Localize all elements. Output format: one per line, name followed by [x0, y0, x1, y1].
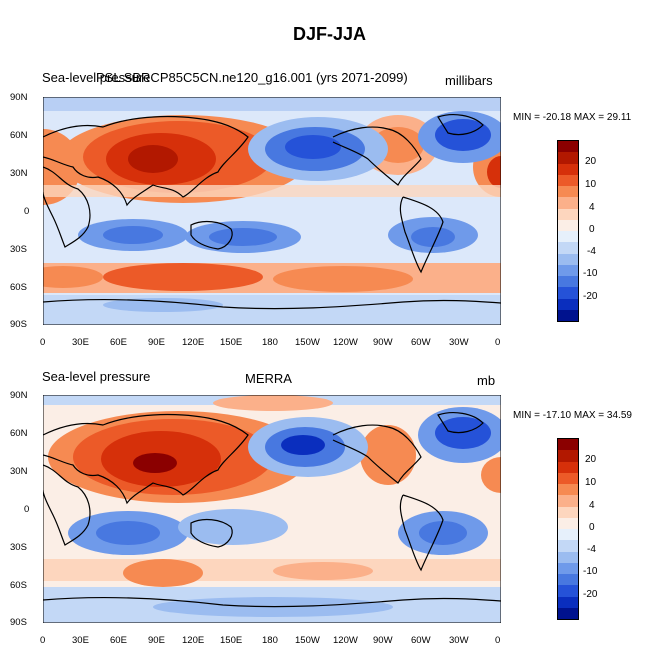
panel2-lon-tick: 90W: [373, 635, 393, 646]
panel2-colorbar-label: -20: [583, 589, 598, 600]
panel1-lon-tick: 180: [262, 337, 278, 348]
panel2-lon-tick: 150W: [295, 635, 320, 646]
colorbar-swatch: [558, 574, 578, 586]
panel1-lon-tick: 60E: [110, 337, 127, 348]
panel1-lon-tick: 0: [495, 337, 501, 348]
panel1-colorbar-label: -20: [583, 291, 598, 302]
panel1-lat-tick: 90S: [10, 319, 27, 330]
colorbar-swatch: [558, 152, 578, 164]
panel2-lat-tick: 0: [24, 504, 30, 515]
panel2-colorbar-label: -10: [583, 566, 598, 577]
panel1-lat-tick: 30S: [10, 244, 27, 255]
colorbar-swatch: [558, 287, 578, 299]
colorbar-swatch: [558, 197, 578, 209]
colorbar-swatch: [558, 163, 578, 175]
panel1-lon-tick: 120W: [333, 337, 358, 348]
panel1-lon-tick: 90E: [148, 337, 165, 348]
colorbar-swatch: [558, 298, 578, 310]
panel1-lon-tick: 60W: [411, 337, 431, 348]
panel2-lon-tick: 180: [262, 635, 278, 646]
panel2-lon-tick: 30W: [449, 635, 469, 646]
panel2-colorbar-label: 0: [589, 522, 595, 533]
colorbar-swatch: [558, 439, 578, 451]
panel2-lat-tick: 60S: [10, 580, 27, 591]
panel1-colorbar-label: 0: [589, 224, 595, 235]
panel1-lon-tick: 90W: [373, 337, 393, 348]
panel2-lon-tick: 120W: [333, 635, 358, 646]
colorbar-swatch: [558, 506, 578, 518]
panel2-colorbar-label: 20: [585, 454, 597, 465]
panel2-minmax: MIN = -17.10 MAX = 34.59: [513, 410, 632, 421]
panel2-units: mb: [477, 373, 496, 388]
colorbar-swatch: [558, 174, 578, 186]
colorbar-swatch: [558, 253, 578, 265]
panel1-colorbar-label: 4: [589, 202, 595, 213]
colorbar-swatch: [558, 596, 578, 608]
panel2-lon-tick: 60W: [411, 635, 431, 646]
panel1-lat-tick: 90N: [10, 92, 28, 103]
panel2-colorbar-label: 4: [589, 500, 595, 511]
panel1-colorbar-label: -4: [587, 246, 596, 257]
colorbar-swatch: [558, 461, 578, 473]
colorbar-swatch: [558, 529, 578, 541]
panel1-minmax: MIN = -20.18 MAX = 29.11: [513, 112, 632, 123]
panel1-lat-tick: 0: [24, 206, 30, 217]
panel2-lon-tick: 30E: [72, 635, 89, 646]
panel1-lon-tick: 0: [40, 337, 46, 348]
panel2-map: [43, 395, 501, 623]
panel1-lat-tick: 30N: [10, 168, 28, 179]
panel1-lon-tick: 30E: [72, 337, 89, 348]
colorbar-swatch: [558, 264, 578, 276]
panel2-lat-tick: 90N: [10, 390, 28, 401]
colorbar-swatch: [558, 309, 578, 321]
colorbar-swatch: [558, 551, 578, 563]
colorbar-swatch: [558, 472, 578, 484]
colorbar-swatch: [558, 585, 578, 597]
panel1-lon-tick: 30W: [449, 337, 469, 348]
colorbar-swatch: [558, 242, 578, 254]
colorbar-swatch: [558, 495, 578, 507]
panel2-left-label: Sea-level pressure: [42, 369, 151, 384]
panel1-lon-tick: 150E: [220, 337, 243, 348]
panel2-lon-tick: 0: [495, 635, 501, 646]
panel2-colorbar-label: 10: [585, 477, 597, 488]
panel2-lat-tick: 30N: [10, 466, 28, 477]
panel1-colorbar: [557, 140, 579, 322]
colorbar-swatch: [558, 231, 578, 243]
panel2-lat-tick: 30S: [10, 542, 27, 553]
colorbar-swatch: [558, 141, 578, 153]
figure-title: DJF-JJA: [292, 24, 367, 44]
panel1-center-label: PSL SBRCP85C5CN.ne120_g16.001 (yrs 2071-…: [96, 70, 408, 85]
panel2-colorbar: [557, 438, 579, 620]
panel1-lat-tick: 60S: [10, 282, 27, 293]
panel2-lon-tick: 150E: [220, 635, 243, 646]
colorbar-swatch: [558, 450, 578, 462]
colorbar-swatch: [558, 208, 578, 220]
colorbar-swatch: [558, 517, 578, 529]
panel1-colorbar-label: 10: [585, 179, 597, 190]
panel2-center-label: MERRA: [245, 371, 292, 386]
colorbar-swatch: [558, 276, 578, 288]
colorbar-swatch: [558, 219, 578, 231]
colorbar-swatch: [558, 607, 578, 619]
panel2-lon-tick: 60E: [110, 635, 127, 646]
panel1-lon-tick: 120E: [182, 337, 205, 348]
panel2-lon-tick: 120E: [182, 635, 205, 646]
panel1-lon-tick: 150W: [295, 337, 320, 348]
panel1-units: millibars: [445, 73, 493, 88]
panel1-colorbar-label: -10: [583, 268, 598, 279]
colorbar-swatch: [558, 484, 578, 496]
panel2-lat-tick: 60N: [10, 428, 28, 439]
colorbar-swatch: [558, 186, 578, 198]
panel2-lon-tick: 0: [40, 635, 46, 646]
colorbar-swatch: [558, 540, 578, 552]
panel1-left-label: Sea-level pressure: [42, 70, 151, 85]
panel2-lon-tick: 90E: [148, 635, 165, 646]
panel2-colorbar-label: -4: [587, 544, 596, 555]
colorbar-swatch: [558, 562, 578, 574]
panel2-lat-tick: 90S: [10, 617, 27, 628]
panel1-map: [43, 97, 501, 325]
panel1-colorbar-label: 20: [585, 156, 597, 167]
panel1-lat-tick: 60N: [10, 130, 28, 141]
